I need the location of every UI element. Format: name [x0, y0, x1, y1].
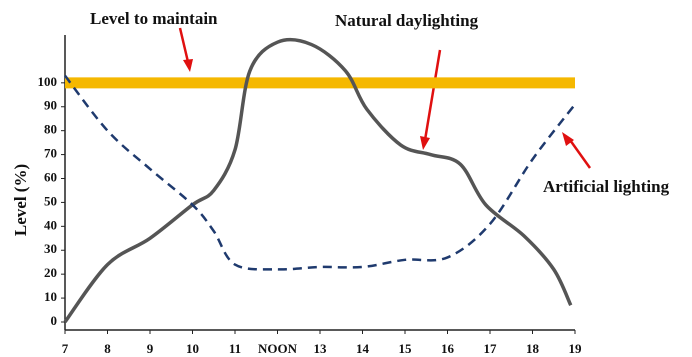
y-tick-label: 80	[44, 122, 57, 137]
arrow	[178, 27, 190, 63]
arrows	[178, 27, 592, 169]
x-tick-label: 11	[229, 341, 241, 356]
x-tick-label: 19	[569, 341, 583, 356]
y-tick-label: 60	[44, 169, 57, 184]
y-tick-label: 10	[44, 289, 57, 304]
y-tick-label: 90	[44, 98, 57, 113]
x-tick-label: 13	[314, 341, 328, 356]
y-tick-label: 30	[44, 241, 57, 256]
x-tick-label: 14	[356, 341, 370, 356]
arrowhead	[183, 59, 193, 72]
x-tick-label: 15	[399, 341, 413, 356]
arrow	[568, 139, 592, 169]
x-tick-label: 17	[484, 341, 498, 356]
arrowhead	[562, 132, 574, 146]
y-tick-label: 40	[44, 217, 57, 232]
arrow	[423, 49, 442, 141]
x-tick-label: 10	[186, 341, 199, 356]
y-tick-label: 0	[51, 313, 58, 328]
x-tick-label: NOON	[258, 341, 298, 356]
series-line	[64, 74, 576, 271]
annotation: Natural daylighting	[335, 11, 479, 30]
y-tick-label: 70	[44, 146, 57, 161]
series-line	[63, 37, 573, 324]
y-tick-label: 20	[44, 265, 57, 280]
x-tick-label: 16	[441, 341, 455, 356]
x-tick-label: 8	[104, 341, 111, 356]
y-tick-label: 100	[38, 74, 58, 89]
x-tick-label: 7	[62, 341, 69, 356]
y-axis-label: Level (%)	[11, 164, 30, 236]
annotation: Artificial lighting	[543, 177, 670, 196]
annotation: Level to maintain	[90, 9, 218, 28]
x-tick-label: 18	[526, 341, 540, 356]
x-tick-label: 9	[147, 341, 154, 356]
y-tick-label: 50	[44, 193, 57, 208]
arrowhead	[420, 136, 430, 150]
